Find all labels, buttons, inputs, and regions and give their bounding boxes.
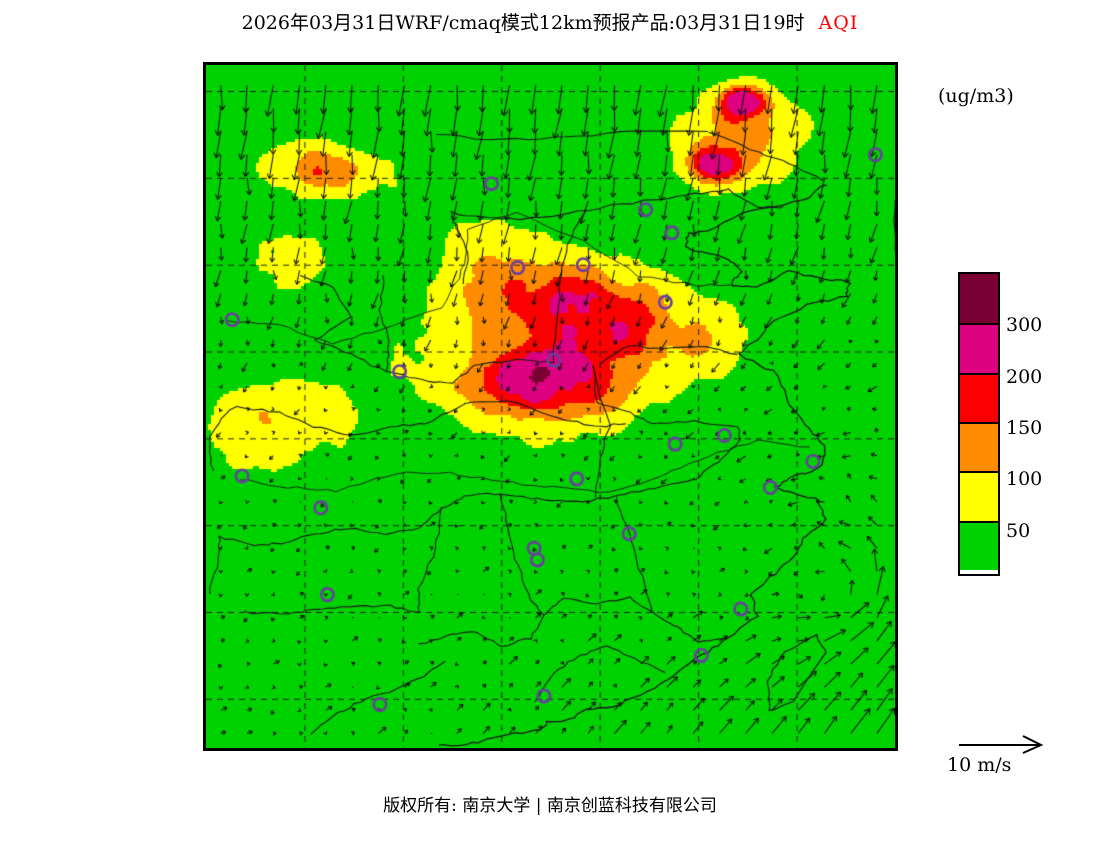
- colorbar-tick-label: 300: [1006, 314, 1043, 337]
- y-axis-tick: [203, 265, 205, 267]
- wind-vector-scale: 10 m/s: [947, 733, 1075, 779]
- aqi-colorbar: [958, 272, 1000, 576]
- page-title: 2026年03月31日WRF/cmaq模式12km预报产品:03月31日19时 A…: [0, 8, 1100, 35]
- colorbar-band: [960, 372, 998, 422]
- aqi-concentration-map: [206, 65, 895, 748]
- colorbar-units-label: (ug/m3): [938, 85, 1014, 107]
- x-axis-tick: [797, 748, 799, 751]
- title-main-text: 2026年03月31日WRF/cmaq模式12km预报产品:03月31日19时: [241, 12, 805, 34]
- colorbar-band: [960, 421, 998, 472]
- wind-scale-label: 10 m/s: [947, 754, 1012, 776]
- colorbar-tick-label: 200: [1006, 365, 1043, 388]
- colorbar-band: [960, 520, 998, 570]
- x-axis-tick: [304, 748, 306, 751]
- x-axis-tick: [600, 748, 602, 751]
- x-axis-tick: [206, 748, 208, 751]
- colorbar-tick-label: 150: [1006, 417, 1043, 439]
- x-axis-tick: [501, 748, 503, 751]
- colorbar-band: [960, 274, 998, 324]
- title-variable-label: AQI: [818, 12, 859, 34]
- y-axis-tick: [203, 438, 205, 440]
- colorbar-tick-label: 100: [1006, 468, 1043, 491]
- x-axis-tick: [698, 748, 700, 751]
- y-axis-tick: [203, 352, 205, 354]
- colorbar-tick-label: 50: [1006, 519, 1031, 542]
- x-axis-tick: [403, 748, 405, 751]
- y-axis-tick: [203, 525, 205, 527]
- y-axis-tick: [203, 91, 205, 93]
- colorbar-band: [960, 323, 998, 373]
- colorbar-band: [960, 471, 998, 521]
- y-axis-tick: [203, 699, 205, 701]
- copyright-footer: 版权所有: 南京大学 | 南京创蓝科技有限公司: [383, 796, 717, 816]
- map-plot-area[interactable]: 44°N41°N38°N35°N32°N29°N26°N23°N103°E106…: [203, 62, 898, 751]
- x-axis-tick: [895, 748, 897, 751]
- wind-arrow-icon: [959, 735, 1044, 754]
- y-axis-tick: [203, 612, 205, 614]
- y-axis-tick: [203, 178, 205, 180]
